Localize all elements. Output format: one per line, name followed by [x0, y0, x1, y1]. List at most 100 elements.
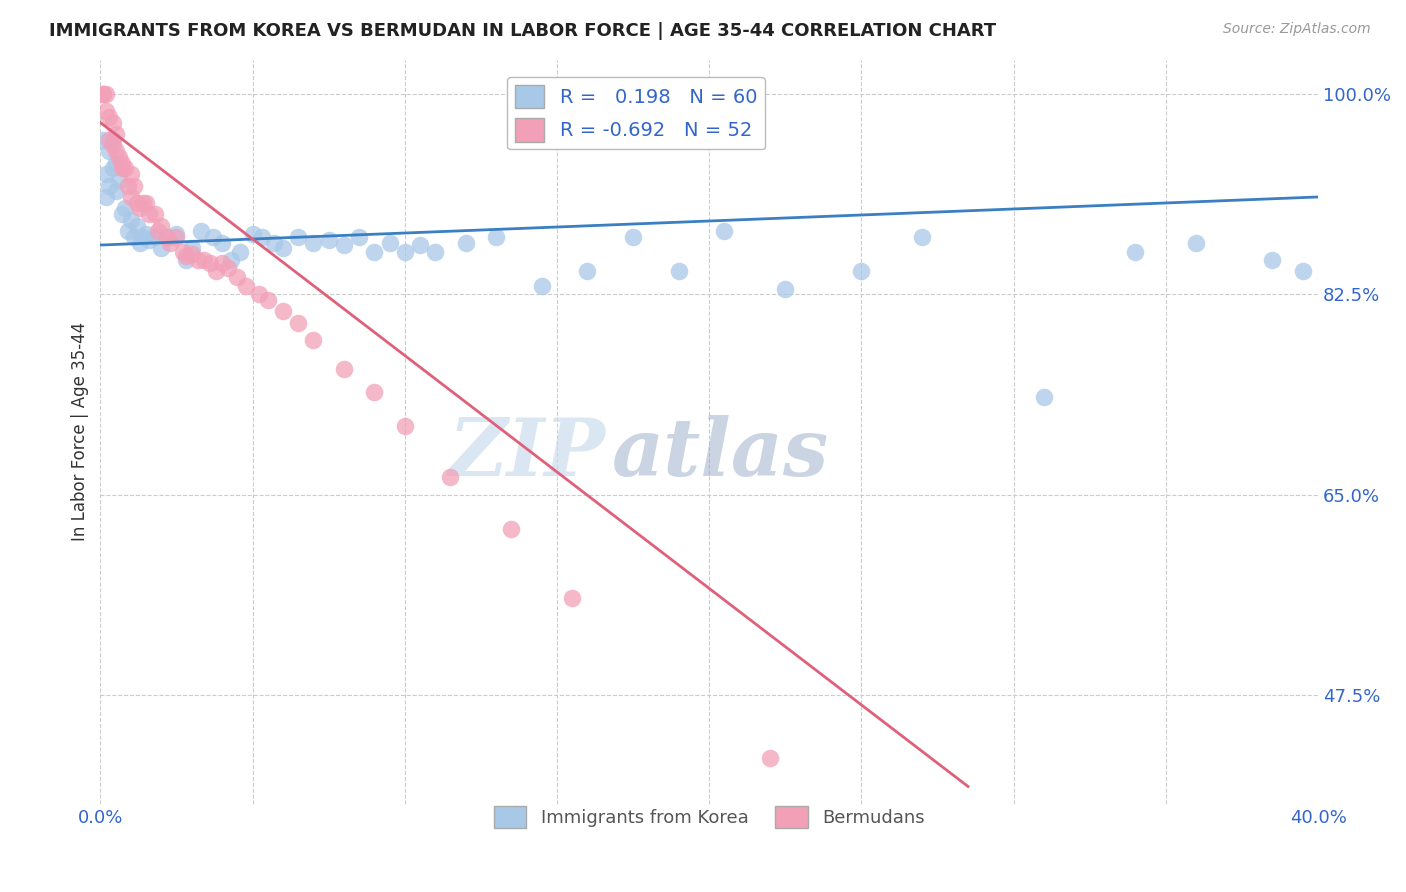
- Point: [318, 234, 340, 248]
- Point: [394, 244, 416, 259]
- Text: Source: ZipAtlas.com: Source: ZipAtlas.com: [1223, 22, 1371, 37]
- Point: [120, 190, 142, 204]
- Point: [1125, 244, 1147, 259]
- Point: [1033, 390, 1056, 404]
- Point: [96, 87, 118, 101]
- Point: [302, 235, 325, 250]
- Point: [111, 155, 134, 169]
- Point: [96, 104, 118, 119]
- Point: [425, 244, 447, 259]
- Point: [287, 230, 309, 244]
- Point: [120, 212, 142, 227]
- Point: [378, 235, 401, 250]
- Point: [1261, 252, 1284, 267]
- Point: [530, 279, 553, 293]
- Point: [333, 361, 356, 376]
- Point: [111, 161, 134, 176]
- Point: [205, 264, 228, 278]
- Point: [561, 591, 583, 605]
- Point: [114, 202, 136, 216]
- Point: [101, 133, 124, 147]
- Point: [98, 133, 121, 147]
- Point: [114, 161, 136, 176]
- Text: ZIP: ZIP: [449, 415, 606, 492]
- Point: [150, 219, 173, 233]
- Point: [96, 190, 118, 204]
- Point: [101, 138, 124, 153]
- Text: IMMIGRANTS FROM KOREA VS BERMUDAN IN LABOR FORCE | AGE 35-44 CORRELATION CHART: IMMIGRANTS FROM KOREA VS BERMUDAN IN LAB…: [49, 22, 997, 40]
- Point: [187, 252, 209, 267]
- Point: [104, 127, 127, 141]
- Point: [193, 252, 215, 267]
- Point: [93, 87, 115, 101]
- Point: [174, 250, 197, 264]
- Legend: Immigrants from Korea, Bermudans: Immigrants from Korea, Bermudans: [486, 799, 932, 836]
- Point: [104, 144, 127, 158]
- Point: [107, 173, 129, 187]
- Point: [1292, 264, 1315, 278]
- Point: [235, 279, 257, 293]
- Point: [198, 256, 221, 270]
- Point: [347, 230, 370, 244]
- Point: [409, 238, 432, 252]
- Point: [101, 115, 124, 129]
- Point: [250, 230, 273, 244]
- Point: [101, 161, 124, 176]
- Point: [166, 227, 188, 241]
- Point: [271, 242, 294, 256]
- Point: [180, 247, 202, 261]
- Point: [159, 235, 181, 250]
- Point: [107, 150, 129, 164]
- Point: [143, 230, 166, 244]
- Point: [156, 230, 179, 244]
- Point: [143, 207, 166, 221]
- Point: [621, 230, 644, 244]
- Point: [122, 230, 145, 244]
- Point: [576, 264, 599, 278]
- Point: [138, 207, 160, 221]
- Point: [302, 333, 325, 347]
- Point: [211, 235, 233, 250]
- Point: [226, 270, 249, 285]
- Point: [138, 234, 160, 248]
- Point: [775, 281, 797, 295]
- Point: [454, 235, 477, 250]
- Point: [117, 178, 139, 193]
- Point: [156, 230, 179, 244]
- Point: [93, 87, 115, 101]
- Point: [911, 230, 934, 244]
- Point: [201, 230, 224, 244]
- Point: [271, 304, 294, 318]
- Point: [219, 252, 242, 267]
- Point: [759, 751, 782, 765]
- Point: [98, 110, 121, 124]
- Point: [135, 227, 157, 241]
- Point: [96, 167, 118, 181]
- Point: [501, 522, 523, 536]
- Point: [217, 260, 239, 275]
- Point: [93, 133, 115, 147]
- Point: [211, 256, 233, 270]
- Point: [120, 167, 142, 181]
- Point: [247, 287, 270, 301]
- Point: [132, 195, 155, 210]
- Point: [125, 219, 148, 233]
- Point: [1185, 235, 1208, 250]
- Point: [104, 155, 127, 169]
- Point: [229, 244, 252, 259]
- Point: [485, 230, 508, 244]
- Point: [190, 224, 212, 238]
- Point: [129, 235, 152, 250]
- Point: [150, 242, 173, 256]
- Point: [363, 384, 385, 399]
- Point: [174, 252, 197, 267]
- Point: [98, 178, 121, 193]
- Point: [132, 230, 155, 244]
- Point: [256, 293, 278, 307]
- Point: [713, 224, 735, 238]
- Point: [333, 238, 356, 252]
- Point: [242, 227, 264, 241]
- Point: [166, 230, 188, 244]
- Point: [363, 244, 385, 259]
- Point: [180, 242, 202, 256]
